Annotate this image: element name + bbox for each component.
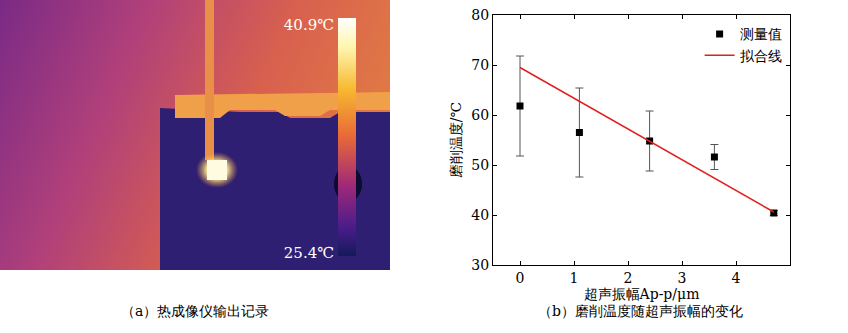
svg-text:拟合线: 拟合线: [740, 48, 782, 64]
svg-text:25.4℃: 25.4℃: [284, 244, 334, 262]
svg-text:40.9℃: 40.9℃: [284, 16, 334, 34]
svg-text:1: 1: [570, 270, 579, 286]
svg-text:磨削温度/℃: 磨削温度/℃: [448, 102, 464, 178]
svg-text:80: 80: [471, 7, 489, 23]
svg-text:50: 50: [471, 157, 489, 173]
svg-text:30: 30: [471, 257, 489, 273]
svg-text:超声振幅Ap-p/μm: 超声振幅Ap-p/μm: [584, 286, 700, 302]
svg-text:测量值: 测量值: [740, 26, 782, 42]
svg-text:2: 2: [624, 270, 633, 286]
svg-text:（b）磨削温度随超声振幅的变化: （b）磨削温度随超声振幅的变化: [538, 303, 743, 319]
svg-text:（a）热成像仪输出记录: （a）热成像仪输出记录: [121, 303, 269, 319]
svg-text:70: 70: [471, 57, 489, 73]
svg-text:40: 40: [471, 207, 489, 223]
svg-text:60: 60: [471, 107, 489, 123]
svg-text:4: 4: [732, 270, 741, 286]
svg-text:0: 0: [516, 270, 525, 286]
svg-text:3: 3: [678, 270, 687, 286]
